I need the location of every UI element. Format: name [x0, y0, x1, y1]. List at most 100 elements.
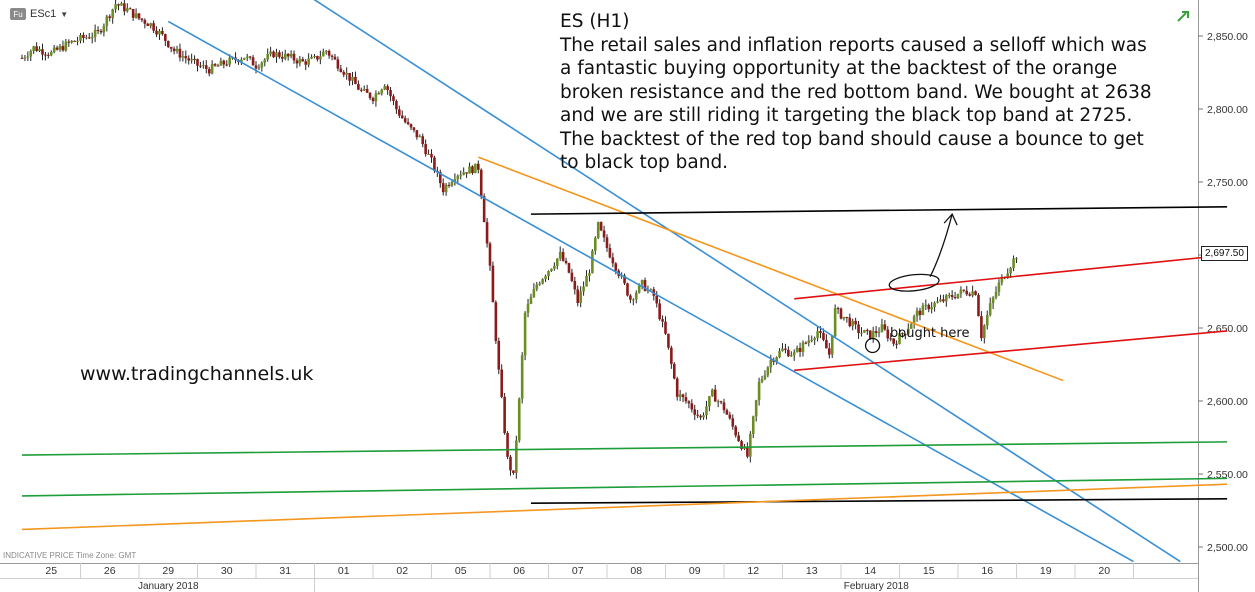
candle-body: [702, 415, 705, 418]
y-tick-label: 2,750.00: [1207, 177, 1248, 189]
candle-body: [500, 369, 503, 397]
candle-body: [52, 47, 56, 53]
candle-body: [105, 16, 109, 26]
candle-body: [427, 153, 430, 155]
candle-body: [734, 426, 737, 436]
candle-body: [737, 435, 740, 442]
candle-body: [822, 332, 825, 340]
candle-body: [833, 308, 837, 337]
candle-body: [377, 93, 381, 95]
candle-body: [169, 46, 173, 49]
candle-body: [503, 396, 506, 434]
candle-body: [974, 291, 977, 295]
candle-body: [240, 59, 243, 63]
candle-body: [506, 433, 509, 457]
candle-body: [883, 324, 887, 330]
candle-body: [313, 55, 316, 57]
candle-body: [681, 394, 685, 398]
symbol-selector[interactable]: Fu ESc1 ▼: [10, 8, 68, 20]
candle-body: [547, 271, 550, 277]
candle-body: [360, 89, 363, 91]
chevron-down-icon[interactable]: ▼: [60, 9, 69, 19]
arrowhead-icon: [943, 212, 958, 226]
candle-body: [1012, 258, 1015, 269]
candle-body: [848, 317, 852, 327]
candle-body: [582, 286, 585, 292]
candle-body: [798, 348, 802, 352]
candle-body: [553, 265, 556, 269]
candle-body: [868, 330, 872, 339]
candle-body: [763, 375, 767, 379]
candle-body: [79, 34, 82, 41]
candle-body: [634, 292, 638, 300]
green-trendline: [21, 477, 1228, 497]
candle-body: [93, 29, 97, 38]
candle-body: [842, 316, 846, 319]
candle-body: [775, 357, 778, 362]
candle-body: [462, 172, 465, 175]
candle-body: [140, 18, 144, 21]
candle-body: [47, 54, 50, 56]
candle-body: [708, 396, 711, 407]
candle-body: [889, 338, 893, 340]
candle-body: [143, 20, 147, 24]
candle-body: [874, 331, 878, 333]
candle-body: [196, 59, 199, 66]
candle-body: [301, 59, 305, 62]
candle-body: [395, 100, 398, 110]
candle-body: [614, 263, 618, 271]
candle-body: [845, 316, 849, 318]
x-tick-label: 26: [104, 565, 116, 577]
candle-body: [629, 295, 632, 300]
candle-body: [825, 339, 828, 349]
candle-body: [678, 394, 682, 397]
candle-body: [137, 13, 141, 19]
candle-body: [930, 307, 933, 310]
y-tick-label: 2,800.00: [1207, 104, 1248, 116]
candle-body: [605, 237, 609, 248]
x-tick-label: 08: [630, 565, 642, 577]
candle-body: [260, 62, 264, 68]
candle-body: [532, 288, 536, 298]
candle-body: [351, 76, 354, 81]
candle-body: [807, 340, 811, 343]
candle-body: [939, 299, 942, 302]
candle-body: [23, 57, 27, 59]
candle-body: [304, 61, 308, 65]
candle-body: [675, 378, 679, 397]
candle-body: [345, 72, 348, 75]
candle-body: [26, 56, 30, 58]
candle-body: [988, 303, 992, 316]
candle-body: [731, 418, 735, 427]
candle-body: [251, 57, 255, 66]
candle-body: [497, 340, 501, 370]
candle-body: [898, 333, 901, 344]
candle-body: [705, 406, 708, 416]
candle-body: [245, 56, 249, 58]
candle-body: [933, 302, 936, 308]
candle-body: [415, 130, 419, 138]
last-price-badge: 2,697.50: [1201, 246, 1248, 261]
candle-body: [389, 90, 392, 97]
y-tick-label: 2,850.00: [1207, 31, 1248, 43]
candle-body: [901, 333, 904, 335]
candle-body: [275, 52, 278, 58]
candle-body: [1006, 273, 1010, 279]
candle-body: [371, 98, 375, 102]
candle-body: [643, 280, 647, 291]
candle-body: [529, 297, 533, 304]
orange-trendline: [21, 483, 1228, 531]
red-trendline: [794, 254, 1228, 300]
candle-body: [459, 174, 463, 176]
candle-body: [204, 65, 208, 69]
candle-body: [684, 397, 688, 402]
x-tick-label: 01: [338, 565, 350, 577]
candle-body: [207, 68, 211, 74]
candle-body: [339, 68, 343, 72]
candle-body: [403, 118, 407, 123]
annotation-text: ES (H1) The retail sales and inflation r…: [560, 10, 1160, 175]
candle-body: [447, 184, 451, 186]
candle-body: [342, 71, 346, 75]
